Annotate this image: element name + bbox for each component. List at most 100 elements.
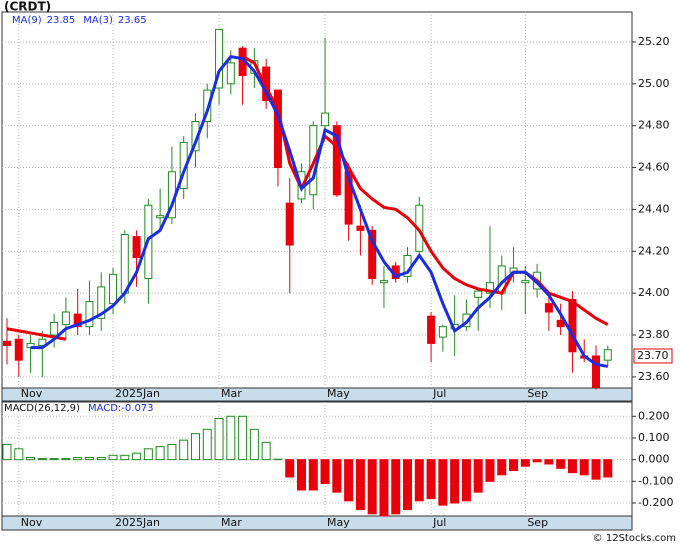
candle-body [427,315,436,344]
macd-bar [544,459,554,465]
candle-body [73,313,82,328]
macd-bar [297,459,306,491]
macd-bar [155,446,165,461]
macd-bar [261,441,271,461]
y-tick-label: 0.000 [638,453,670,466]
candle-body [14,338,23,361]
legend-value: 23.65 [118,15,147,26]
x-tick-label: Nov [21,387,43,400]
y-tick-label: 24.20 [638,244,670,257]
macd-bar [61,458,71,461]
candle-body [438,326,447,338]
marks [2,28,613,517]
macd-bar [567,459,577,474]
candle-body [474,290,483,298]
last-price-box [633,348,673,364]
macd-bar [556,459,566,469]
macd-bar [497,459,507,476]
macd-bar [473,459,483,493]
macd-bar [96,456,106,461]
macd-bar [120,454,130,461]
macd-bar [320,459,330,484]
macd-bar [285,459,295,478]
date-strip [1,387,633,402]
macd-bar [2,443,12,461]
legend: MA(9) 23.85 MA(3) 23.65 [12,15,147,26]
macd-bar [591,459,601,480]
candle-body [132,236,141,259]
candle-body [3,340,11,347]
y-tick-label: -0.200 [638,496,673,509]
macd-bar [238,415,248,461]
y-tick-label: 25.20 [638,35,670,48]
candle-body [97,286,106,319]
candle-body [592,355,600,388]
macd-title: MACD(26,12,9) [4,403,80,414]
candle-body [603,349,612,361]
macd-bar [49,458,59,461]
macd-bar [379,459,389,517]
macd-bar [344,459,354,502]
macd-bar [532,459,542,463]
candle-body [156,215,165,219]
macd-bar [355,459,365,510]
candle-body [85,301,94,328]
macd-bar [438,459,448,506]
legend-name: MA(3) [83,15,113,26]
x-tick-label: Mar [221,387,242,400]
y-tick-label: 24.60 [638,161,670,174]
candle-body [356,225,365,231]
macd-bar [520,459,530,467]
price-panel [1,11,633,389]
macd-bar [73,456,83,461]
macd-bar [485,459,495,482]
y-tick-label: 25.00 [638,77,670,90]
ma-line [30,54,609,368]
candle-body [368,229,377,280]
macd-bar [308,459,318,491]
x-tick-label: May [327,516,350,529]
candle-body [226,62,235,85]
y-tick-label: 23.60 [638,370,670,383]
y-tick-label: 24.40 [638,202,670,215]
macd-bar [603,459,613,478]
x-tick-label: Jul [432,516,446,529]
macd-value: MACD:-0.073 [88,403,154,414]
y-tick-label: 24.00 [638,286,670,299]
last-price: 23.70 [637,349,669,362]
candle-body [485,282,494,294]
candle-body [344,171,353,225]
y-tick-label: 24.80 [638,119,670,132]
x-tick-label: 2025Jan [115,516,160,529]
macd-bar [14,448,24,461]
macd-legend: MACD(26,12,9) MACD:-0.073 [4,403,154,414]
macd-bar [26,456,36,461]
candle-body [38,338,47,347]
y-tick-label: 0.100 [638,431,670,444]
candle-body [556,319,565,328]
chart-title: (CRDT) [4,0,51,14]
macd-bar [202,428,212,461]
candle-body [332,125,341,196]
macd-bar [143,448,153,461]
x-tick-label: Sep [527,516,548,529]
candle-body [379,280,388,284]
candle-body [321,112,330,127]
candle-body [120,234,129,294]
macd-bar [332,459,342,493]
copyright: © 12Stocks.com [593,533,676,544]
candle-body [50,321,59,336]
x-tick-label: Mar [221,516,242,529]
macd-bar [190,433,200,461]
candle-body [521,280,530,284]
macd-bar [426,459,436,500]
macd-bar [37,458,47,461]
x-tick-label: 2025Jan [115,387,160,400]
macd-bar [461,459,471,502]
y-tick-label: -0.100 [638,474,673,487]
candle-body [544,303,553,313]
candle-body [568,298,577,353]
macd-bar [84,456,94,461]
